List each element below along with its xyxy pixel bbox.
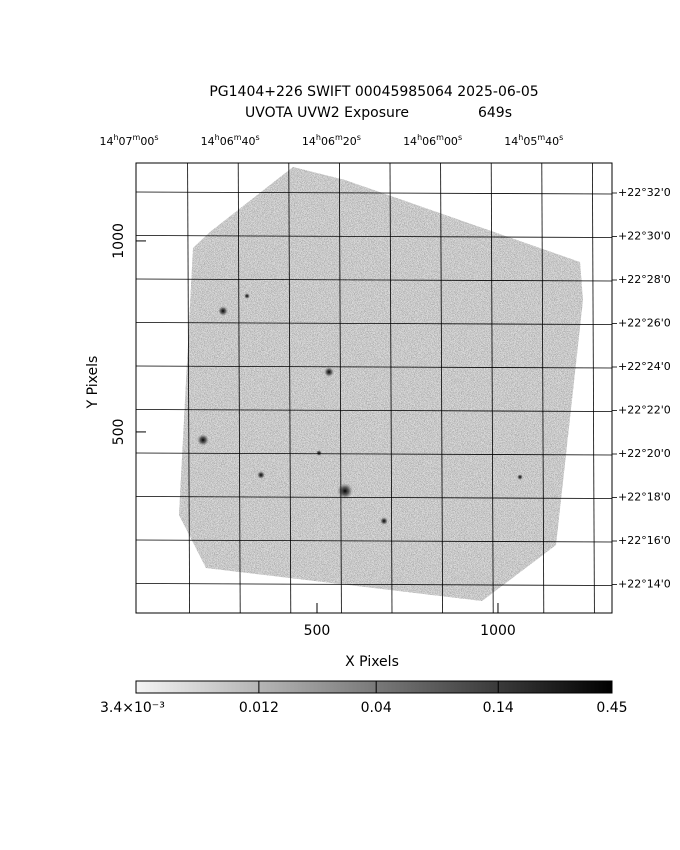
- subtitle: UVOTA UVW2 Exposure: [245, 105, 409, 121]
- exposure-noise: [179, 167, 583, 601]
- ra-grid-line: [541, 162, 545, 614]
- dec-label: +22°26'0: [618, 317, 671, 330]
- source: [380, 517, 388, 525]
- dec-label: +22°14'0: [618, 578, 671, 591]
- dec-label: +22°16'0: [618, 534, 671, 547]
- dec-label: +22°20'0: [618, 447, 671, 460]
- ra-label: 14h05m40s: [504, 133, 563, 148]
- colorbar-tick-label: 0.45: [596, 700, 627, 716]
- dec-grid-line: [135, 278, 613, 282]
- source: [517, 474, 523, 480]
- dec-label: +22°22'0: [618, 404, 671, 417]
- dec-grid-line: [135, 235, 613, 238]
- ra-grid-line: [440, 162, 444, 614]
- ra-grid-line: [389, 162, 393, 614]
- ra-grid-line: [237, 162, 241, 614]
- ra-label: 14h07m00s: [99, 133, 158, 148]
- y-tick-label: 1000: [111, 223, 127, 259]
- source: [316, 450, 322, 456]
- ra-grid-line: [490, 162, 494, 614]
- ra-grid-line: [338, 162, 342, 614]
- y-axis-label: Y Pixels: [85, 356, 101, 410]
- chart-title: PG1404+226 SWIFT 00045985064 2025-06-05: [209, 84, 538, 100]
- dec-grid-line: [135, 409, 613, 412]
- image: [179, 167, 583, 601]
- dec-label: +22°18'0: [618, 491, 671, 504]
- dec-label: +22°32'0: [618, 186, 671, 199]
- dec-grid-line: [135, 191, 613, 195]
- colorbar-tick-label: 3.4×10⁻³: [100, 700, 165, 716]
- colorbar-scale: [135, 680, 613, 694]
- source: [218, 306, 228, 316]
- dec-grid-line: [135, 452, 613, 456]
- source: [257, 471, 265, 479]
- colorbar-tick-label: 0.04: [361, 700, 392, 716]
- ra-grid-line: [288, 162, 292, 614]
- colorbar: 3.4×10⁻³ 0.012 0.04 0.14 0.45: [100, 680, 628, 716]
- exposure: 649s: [478, 105, 512, 121]
- ra-grid-line: [187, 162, 191, 614]
- source: [337, 483, 353, 499]
- dec-label: +22°24'0: [618, 360, 671, 373]
- ra-label: 14h06m00s: [403, 133, 462, 148]
- dec-grid-line: [135, 496, 613, 499]
- dec-grid-line: [135, 365, 613, 369]
- colorbar-tick-label: 0.14: [483, 700, 514, 716]
- dec-grid-line: [135, 539, 613, 543]
- source: [197, 434, 209, 446]
- ra-grid-line: [592, 162, 595, 614]
- dec-grid-line: [135, 583, 613, 586]
- ra-label: 14h06m40s: [201, 133, 260, 148]
- x-axis-label: X Pixels: [345, 654, 399, 670]
- source: [244, 293, 250, 299]
- x-tick-label: 500: [304, 623, 331, 639]
- dec-label: +22°28'0: [618, 273, 671, 286]
- plot-frame: [135, 162, 613, 614]
- source: [324, 367, 334, 377]
- ra-label: 14h06m20s: [302, 133, 361, 148]
- dec-grid-line: [135, 322, 613, 325]
- colorbar-tick-label: 0.012: [239, 700, 279, 716]
- y-tick-label: 500: [111, 419, 127, 446]
- dec-label: +22°30'0: [618, 230, 671, 243]
- x-tick-label: 1000: [480, 623, 516, 639]
